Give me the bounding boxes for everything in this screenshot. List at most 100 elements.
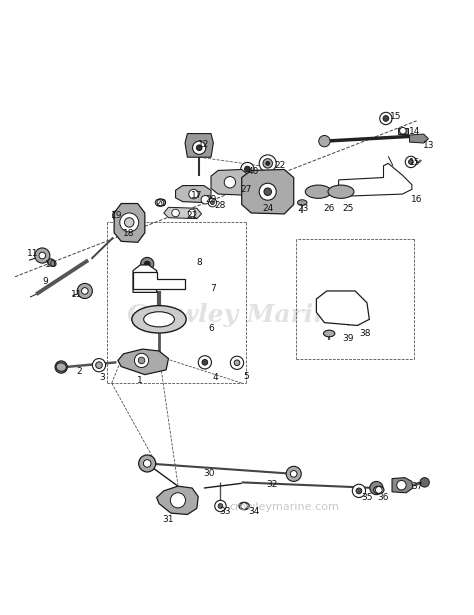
Text: 18: 18 <box>123 229 134 238</box>
Circle shape <box>234 360 240 366</box>
Circle shape <box>397 480 406 490</box>
Circle shape <box>138 357 145 363</box>
Circle shape <box>82 288 88 294</box>
Text: 33: 33 <box>219 507 231 516</box>
Polygon shape <box>118 349 168 375</box>
Circle shape <box>120 213 139 232</box>
Text: 6: 6 <box>208 324 214 333</box>
Text: 11: 11 <box>71 290 82 300</box>
Text: 17: 17 <box>191 191 202 199</box>
Text: 13: 13 <box>423 141 434 150</box>
Polygon shape <box>338 164 412 196</box>
Circle shape <box>35 248 50 263</box>
Text: 15: 15 <box>409 159 420 167</box>
Polygon shape <box>133 265 156 292</box>
Polygon shape <box>164 207 201 219</box>
Circle shape <box>139 455 156 472</box>
Circle shape <box>420 478 429 487</box>
Polygon shape <box>392 478 413 493</box>
Circle shape <box>144 459 151 467</box>
Circle shape <box>192 141 206 154</box>
Circle shape <box>352 484 365 498</box>
Circle shape <box>380 113 392 125</box>
Polygon shape <box>156 486 198 515</box>
Circle shape <box>202 360 208 365</box>
Text: 32: 32 <box>267 480 278 489</box>
Polygon shape <box>410 134 428 143</box>
Text: 4: 4 <box>213 373 219 382</box>
Ellipse shape <box>305 185 331 198</box>
Text: 7: 7 <box>210 284 216 293</box>
Ellipse shape <box>56 363 66 371</box>
Circle shape <box>196 145 202 151</box>
Text: 14: 14 <box>409 127 420 136</box>
Text: 35: 35 <box>361 493 373 502</box>
Circle shape <box>266 162 270 165</box>
Text: 21: 21 <box>186 211 198 220</box>
Circle shape <box>135 354 149 368</box>
Circle shape <box>170 493 185 508</box>
Ellipse shape <box>239 502 249 510</box>
Circle shape <box>230 356 244 370</box>
Circle shape <box>172 209 179 216</box>
Circle shape <box>400 127 406 134</box>
Circle shape <box>370 482 383 494</box>
Text: 8: 8 <box>196 258 202 267</box>
Circle shape <box>55 361 67 373</box>
Text: 2: 2 <box>76 367 82 376</box>
Text: 39: 39 <box>342 334 354 343</box>
Text: crowleymarine.com: crowleymarine.com <box>229 502 339 512</box>
Circle shape <box>218 504 223 509</box>
Circle shape <box>375 486 382 493</box>
Ellipse shape <box>374 486 384 494</box>
Text: 10: 10 <box>45 260 56 269</box>
Text: 11: 11 <box>27 248 38 258</box>
Text: 28: 28 <box>215 201 226 210</box>
Circle shape <box>409 159 413 164</box>
Ellipse shape <box>47 259 56 266</box>
Ellipse shape <box>144 312 174 327</box>
Circle shape <box>263 159 273 168</box>
Circle shape <box>198 355 211 369</box>
Circle shape <box>210 200 214 204</box>
Circle shape <box>245 166 250 172</box>
Circle shape <box>356 488 362 494</box>
Ellipse shape <box>328 185 354 198</box>
Circle shape <box>259 183 276 200</box>
Circle shape <box>201 196 210 204</box>
Text: 34: 34 <box>248 507 259 516</box>
Circle shape <box>125 218 134 227</box>
Circle shape <box>286 466 301 482</box>
Circle shape <box>405 156 417 168</box>
Text: 27: 27 <box>241 185 252 194</box>
Circle shape <box>319 135 330 147</box>
Circle shape <box>39 252 46 259</box>
Circle shape <box>291 470 297 477</box>
Text: 36: 36 <box>378 493 389 502</box>
Text: 20: 20 <box>155 199 167 208</box>
Text: 31: 31 <box>163 515 174 524</box>
Polygon shape <box>242 170 294 214</box>
Text: 30: 30 <box>203 469 214 478</box>
Polygon shape <box>133 272 185 288</box>
Text: 37: 37 <box>411 482 422 491</box>
Ellipse shape <box>155 199 165 207</box>
Polygon shape <box>317 291 369 325</box>
Text: 9: 9 <box>43 277 48 286</box>
Text: 12: 12 <box>198 140 210 149</box>
Ellipse shape <box>298 200 307 205</box>
Text: 5: 5 <box>244 371 249 381</box>
Text: 3: 3 <box>100 373 105 382</box>
Text: 24: 24 <box>262 204 273 213</box>
Polygon shape <box>185 133 213 157</box>
Circle shape <box>145 261 150 267</box>
Circle shape <box>224 177 236 188</box>
Circle shape <box>189 189 198 199</box>
Ellipse shape <box>323 330 335 337</box>
Circle shape <box>208 198 217 207</box>
Text: 19: 19 <box>111 211 122 220</box>
Circle shape <box>141 258 154 271</box>
Circle shape <box>188 209 196 216</box>
Circle shape <box>383 116 389 121</box>
Circle shape <box>215 501 226 512</box>
